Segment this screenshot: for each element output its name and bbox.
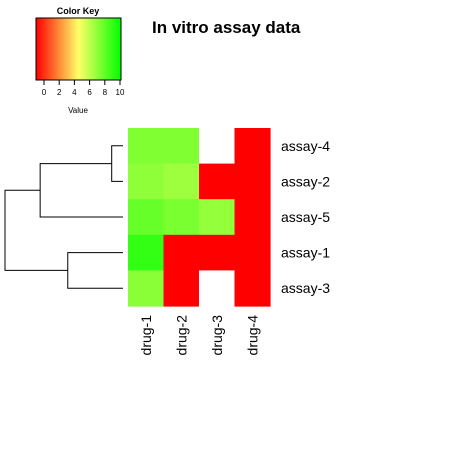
heatmap-cell <box>199 128 236 165</box>
dendrogram-branch <box>111 145 123 182</box>
column-label: drug-3 <box>209 315 225 356</box>
color-key-tick-label: 0 <box>42 88 47 97</box>
heatmap-cell <box>128 128 165 165</box>
color-key-xlabel: Value <box>68 106 88 115</box>
column-label: drug-1 <box>138 315 154 356</box>
heatmap-cell <box>163 163 200 200</box>
row-label: assay-5 <box>281 209 330 225</box>
heatmap-cell <box>163 128 200 165</box>
heatmap-cell <box>234 234 271 271</box>
heatmap-cell <box>234 199 271 236</box>
heatmap-cell <box>199 163 236 200</box>
dendrogram-branch <box>4 189 68 271</box>
row-label: assay-4 <box>281 138 330 154</box>
row-labels: assay-4 assay-2 assay-5 assay-1 assay-3 <box>281 138 330 296</box>
column-label: drug-2 <box>173 315 189 356</box>
heatmap-cells <box>128 128 271 307</box>
heatmap-cell <box>163 234 200 271</box>
heatmap-cell <box>199 234 236 271</box>
heatmap-cell <box>234 128 271 165</box>
heatmap-cell <box>199 199 236 236</box>
row-label: assay-2 <box>281 173 330 189</box>
column-labels: drug-1 drug-2 drug-3 drug-4 <box>138 315 261 356</box>
column-label: drug-4 <box>244 315 260 356</box>
heatmap-cell <box>128 163 165 200</box>
heatmap-cell <box>163 199 200 236</box>
heatmap-cell <box>128 199 165 236</box>
color-key-title: Color Key <box>57 6 100 16</box>
heatmap-cell <box>199 270 236 307</box>
color-key-bar <box>35 17 122 81</box>
heatmap-cell <box>128 270 165 307</box>
dendrogram-branch <box>39 163 123 218</box>
color-key-tick-label: 8 <box>103 88 108 97</box>
heatmap-cell <box>163 270 200 307</box>
color-key-tick-label: 6 <box>87 88 92 97</box>
color-key-tick-label: 4 <box>72 88 77 97</box>
color-key-ticks: 0 2 4 6 8 10 <box>42 80 125 97</box>
heatmap-cell <box>234 270 271 307</box>
color-key-tick-label: 10 <box>116 88 125 97</box>
color-key-tick-label: 2 <box>57 88 62 97</box>
heatmap-cell <box>234 163 271 200</box>
row-dendrogram <box>4 145 123 289</box>
row-label: assay-1 <box>281 245 330 261</box>
dendrogram-branch <box>67 252 123 289</box>
heatmap-cell <box>128 234 165 271</box>
chart-title: In vitro assay data <box>152 18 301 37</box>
row-label: assay-3 <box>281 280 330 296</box>
color-key: Color Key 0 2 4 6 8 10 Value <box>35 6 125 115</box>
